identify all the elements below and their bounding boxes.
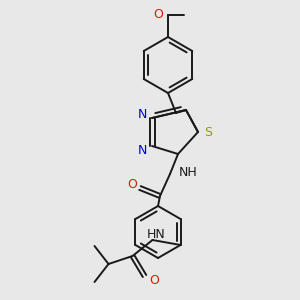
Text: N: N xyxy=(137,107,147,121)
Text: N: N xyxy=(137,143,147,157)
Text: O: O xyxy=(153,8,163,22)
Text: O: O xyxy=(127,178,137,190)
Text: S: S xyxy=(204,125,212,139)
Text: HN: HN xyxy=(147,227,166,241)
Text: NH: NH xyxy=(178,166,197,178)
Text: O: O xyxy=(150,274,160,286)
